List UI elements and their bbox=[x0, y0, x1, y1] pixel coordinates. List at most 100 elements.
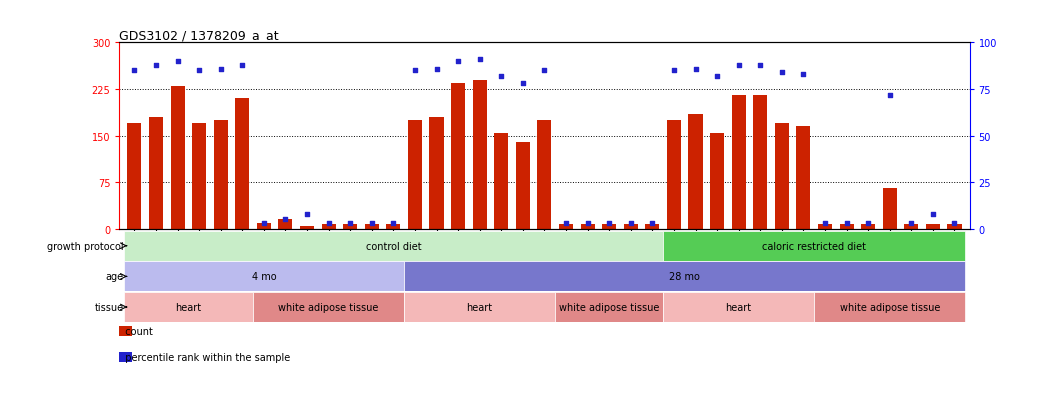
Bar bbox=[775, 124, 789, 229]
Bar bbox=[581, 224, 594, 229]
Bar bbox=[904, 224, 919, 229]
Text: growth protocol: growth protocol bbox=[47, 241, 123, 251]
Bar bbox=[926, 224, 940, 229]
Point bbox=[342, 221, 359, 227]
Bar bbox=[170, 87, 185, 229]
Point bbox=[364, 221, 381, 227]
Bar bbox=[689, 114, 702, 229]
Text: 28 mo: 28 mo bbox=[669, 272, 700, 282]
Bar bbox=[623, 224, 638, 229]
Point bbox=[385, 221, 401, 227]
Bar bbox=[123, 292, 253, 322]
Point bbox=[127, 68, 143, 74]
Bar bbox=[753, 96, 767, 229]
Text: heart: heart bbox=[726, 302, 752, 312]
Text: age: age bbox=[106, 272, 123, 282]
Point bbox=[493, 74, 509, 80]
Bar bbox=[602, 224, 616, 229]
Bar bbox=[840, 224, 853, 229]
Point bbox=[580, 221, 596, 227]
Bar bbox=[537, 121, 552, 229]
Point bbox=[191, 68, 207, 74]
Point bbox=[407, 68, 423, 74]
Point bbox=[277, 216, 293, 223]
Text: 4 mo: 4 mo bbox=[252, 272, 276, 282]
Bar bbox=[818, 224, 832, 229]
Bar bbox=[814, 292, 965, 322]
Point bbox=[255, 221, 272, 227]
Bar bbox=[321, 224, 336, 229]
Bar bbox=[710, 133, 724, 229]
Point bbox=[450, 59, 467, 65]
Point bbox=[730, 62, 747, 69]
Point bbox=[514, 81, 531, 88]
Bar bbox=[214, 121, 228, 229]
Bar bbox=[948, 224, 961, 229]
Point bbox=[881, 92, 898, 99]
Point bbox=[558, 221, 574, 227]
Point bbox=[946, 221, 962, 227]
Point bbox=[666, 68, 682, 74]
Bar bbox=[882, 189, 897, 229]
Bar bbox=[473, 81, 486, 229]
Text: control diet: control diet bbox=[365, 241, 421, 251]
Point bbox=[147, 62, 164, 69]
Point bbox=[708, 74, 725, 80]
Bar bbox=[123, 231, 663, 261]
Bar bbox=[149, 118, 163, 229]
Bar bbox=[257, 223, 271, 229]
Point bbox=[536, 68, 553, 74]
Bar bbox=[343, 224, 357, 229]
Text: heart: heart bbox=[467, 302, 493, 312]
Bar bbox=[192, 124, 206, 229]
Bar bbox=[555, 292, 663, 322]
Point bbox=[795, 72, 812, 78]
Point bbox=[752, 62, 768, 69]
Point bbox=[860, 221, 876, 227]
Point bbox=[774, 70, 790, 76]
Bar bbox=[495, 133, 508, 229]
Point bbox=[169, 59, 186, 65]
Bar bbox=[404, 262, 965, 292]
Bar bbox=[663, 231, 965, 261]
Text: heart: heart bbox=[175, 302, 201, 312]
Bar bbox=[235, 99, 249, 229]
Text: count: count bbox=[119, 326, 153, 336]
Bar bbox=[387, 224, 400, 229]
Point bbox=[838, 221, 854, 227]
Bar bbox=[404, 292, 555, 322]
Point bbox=[644, 221, 661, 227]
Bar bbox=[278, 220, 292, 229]
Bar bbox=[300, 226, 314, 229]
Bar bbox=[732, 96, 746, 229]
Text: white adipose tissue: white adipose tissue bbox=[559, 302, 660, 312]
Bar bbox=[408, 121, 422, 229]
Bar bbox=[861, 224, 875, 229]
Bar bbox=[253, 292, 404, 322]
Bar bbox=[515, 142, 530, 229]
Bar bbox=[429, 118, 444, 229]
Text: white adipose tissue: white adipose tissue bbox=[840, 302, 940, 312]
Point bbox=[600, 221, 617, 227]
Point bbox=[299, 211, 315, 218]
Point bbox=[428, 66, 445, 73]
Bar bbox=[451, 83, 466, 229]
Text: GDS3102 / 1378209_a_at: GDS3102 / 1378209_a_at bbox=[119, 29, 279, 42]
Text: white adipose tissue: white adipose tissue bbox=[278, 302, 379, 312]
Point bbox=[472, 57, 488, 63]
Text: percentile rank within the sample: percentile rank within the sample bbox=[119, 352, 290, 362]
Bar bbox=[667, 121, 681, 229]
Point bbox=[234, 62, 251, 69]
Point bbox=[320, 221, 337, 227]
Bar bbox=[663, 292, 814, 322]
Text: tissue: tissue bbox=[94, 302, 123, 312]
Bar bbox=[796, 127, 811, 229]
Point bbox=[622, 221, 639, 227]
Bar bbox=[123, 262, 404, 292]
Text: caloric restricted diet: caloric restricted diet bbox=[762, 241, 866, 251]
Point bbox=[213, 66, 229, 73]
Bar bbox=[645, 224, 660, 229]
Bar bbox=[559, 224, 573, 229]
Point bbox=[688, 66, 704, 73]
Bar bbox=[365, 224, 379, 229]
